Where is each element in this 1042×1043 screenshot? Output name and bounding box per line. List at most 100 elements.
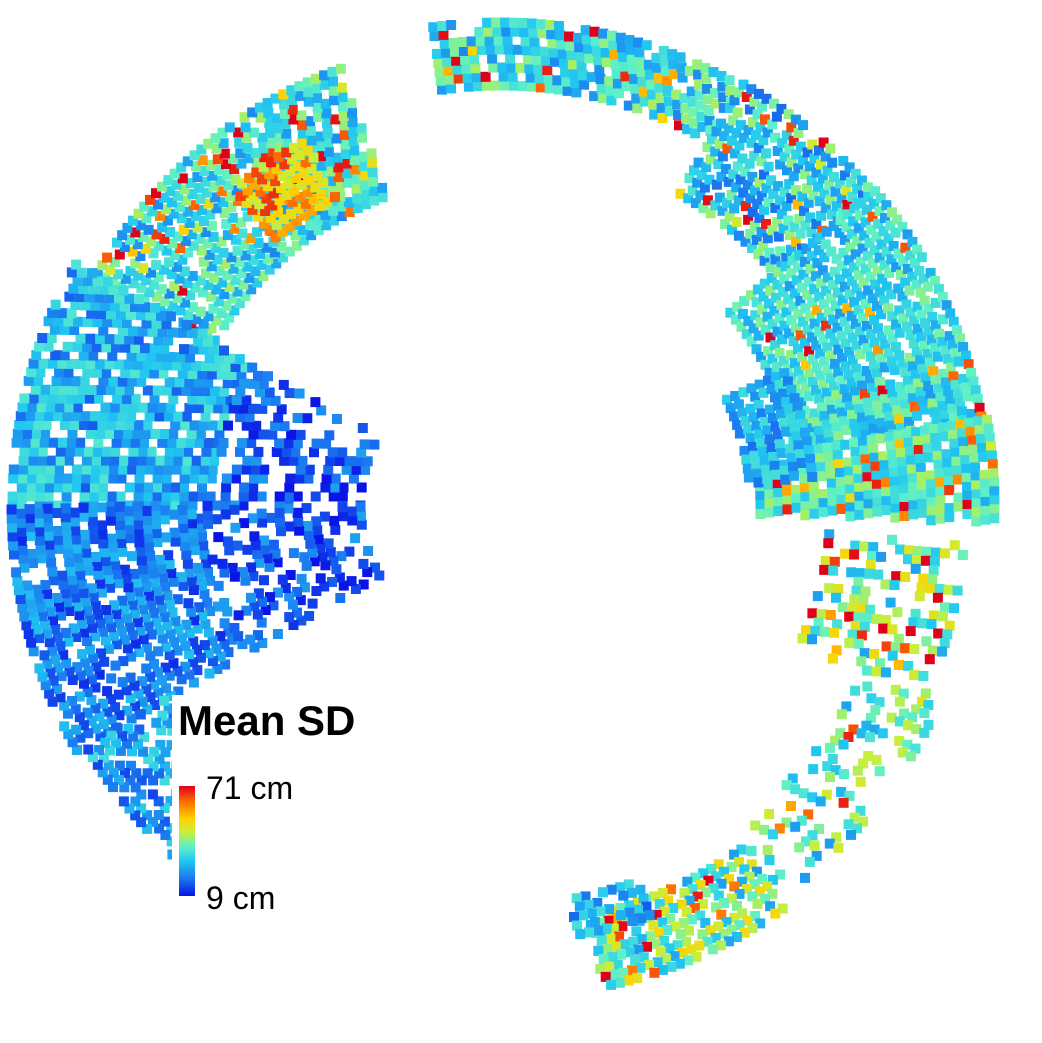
raster-cell bbox=[804, 346, 815, 357]
raster-cell bbox=[971, 507, 982, 518]
raster-cell bbox=[368, 186, 379, 197]
raster-cell bbox=[346, 98, 357, 109]
raster-cell bbox=[716, 71, 727, 81]
raster-cell bbox=[864, 237, 875, 248]
raster-cell bbox=[247, 491, 258, 502]
raster-cell bbox=[90, 631, 101, 642]
raster-cell bbox=[67, 384, 78, 395]
raster-cell bbox=[769, 460, 780, 471]
raster-cell bbox=[847, 191, 858, 202]
raster-cell bbox=[490, 80, 501, 91]
raster-cell bbox=[747, 243, 757, 253]
raster-cell bbox=[150, 501, 161, 512]
raster-cell bbox=[887, 449, 898, 460]
raster-cell bbox=[846, 603, 857, 613]
raster-cell bbox=[125, 775, 136, 786]
raster-cell bbox=[521, 45, 532, 56]
raster-cell bbox=[781, 130, 792, 141]
raster-cell bbox=[127, 215, 138, 226]
raster-cell bbox=[273, 207, 283, 218]
raster-cell bbox=[325, 166, 336, 177]
raster-cell bbox=[816, 159, 826, 170]
raster-cell bbox=[534, 73, 545, 84]
raster-cell bbox=[210, 361, 221, 372]
raster-cell bbox=[893, 660, 904, 670]
raster-cell bbox=[834, 459, 844, 470]
raster-cell bbox=[710, 88, 721, 98]
raster-cell bbox=[854, 482, 865, 493]
raster-cell bbox=[68, 283, 79, 294]
raster-cell bbox=[113, 428, 124, 439]
raster-cell bbox=[296, 180, 307, 191]
raster-cell bbox=[163, 550, 174, 561]
raster-cell bbox=[701, 162, 712, 173]
raster-cell bbox=[113, 359, 124, 370]
raster-cell bbox=[904, 352, 915, 363]
raster-cell bbox=[111, 569, 122, 580]
raster-cell bbox=[790, 236, 801, 247]
raster-cell bbox=[816, 609, 827, 620]
raster-cell bbox=[717, 151, 728, 162]
raster-cell bbox=[295, 595, 306, 606]
raster-cell bbox=[260, 206, 271, 216]
raster-cell bbox=[764, 507, 775, 518]
raster-cell bbox=[112, 723, 123, 734]
raster-cell bbox=[7, 522, 17, 533]
raster-cell bbox=[751, 459, 762, 470]
raster-cell bbox=[555, 30, 566, 41]
raster-cell bbox=[207, 656, 218, 667]
raster-cell bbox=[472, 81, 483, 92]
raster-cell bbox=[59, 420, 70, 430]
raster-cell bbox=[95, 385, 106, 395]
raster-cell bbox=[779, 187, 790, 198]
raster-cell bbox=[37, 393, 48, 404]
raster-cell bbox=[157, 633, 168, 644]
raster-cell bbox=[637, 76, 648, 87]
raster-cell bbox=[851, 341, 862, 351]
raster-cell bbox=[274, 195, 285, 206]
raster-cell bbox=[125, 672, 136, 683]
raster-cell bbox=[814, 824, 824, 834]
raster-cell bbox=[703, 105, 714, 115]
raster-cell bbox=[348, 473, 359, 484]
raster-cell bbox=[60, 376, 71, 387]
raster-cell bbox=[121, 685, 132, 696]
raster-cell bbox=[28, 558, 38, 568]
raster-cell bbox=[581, 34, 592, 45]
raster-cell bbox=[933, 383, 944, 394]
raster-cell bbox=[200, 361, 211, 372]
raster-cell bbox=[810, 626, 821, 636]
raster-cell bbox=[66, 358, 77, 369]
raster-cell bbox=[777, 903, 788, 914]
raster-cell bbox=[958, 342, 969, 352]
raster-cell bbox=[481, 80, 492, 91]
raster-cell bbox=[811, 385, 822, 396]
raster-cell bbox=[763, 480, 774, 491]
raster-cell bbox=[770, 469, 781, 480]
raster-cell bbox=[524, 63, 535, 74]
raster-cell bbox=[126, 760, 136, 771]
raster-cell bbox=[557, 48, 568, 59]
raster-cell bbox=[972, 394, 983, 404]
raster-cell bbox=[852, 464, 863, 475]
raster-cell bbox=[791, 431, 802, 442]
raster-cell bbox=[160, 204, 171, 215]
raster-cell bbox=[778, 356, 789, 366]
raster-cell bbox=[726, 190, 737, 201]
raster-cell bbox=[163, 335, 174, 346]
raster-cell bbox=[67, 737, 78, 748]
raster-cell bbox=[869, 315, 879, 326]
raster-cell bbox=[88, 500, 99, 511]
raster-cell bbox=[872, 301, 882, 312]
raster-cell bbox=[977, 443, 988, 453]
raster-cell bbox=[153, 687, 164, 698]
raster-cell bbox=[761, 183, 772, 194]
raster-cell bbox=[845, 511, 856, 522]
raster-cell bbox=[82, 636, 93, 646]
raster-cell bbox=[952, 325, 962, 336]
raster-cell bbox=[141, 318, 152, 329]
raster-cell bbox=[146, 629, 157, 640]
raster-cell bbox=[164, 670, 175, 681]
raster-cell bbox=[710, 146, 721, 157]
raster-cell bbox=[710, 98, 721, 109]
